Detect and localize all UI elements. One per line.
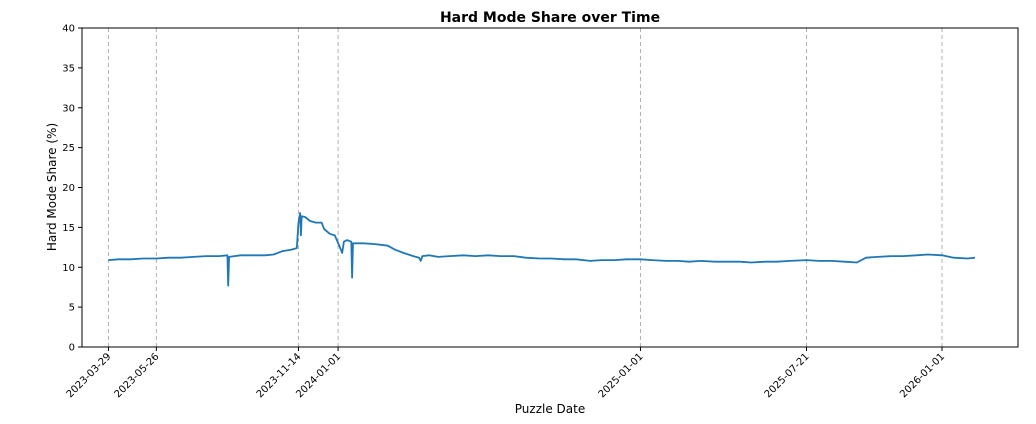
y-tick-label: 25 (62, 143, 75, 154)
plot-area (108, 212, 976, 287)
grid-lines (107, 28, 943, 347)
y-tick-label: 10 (62, 263, 75, 274)
x-tick-label: 2025-01-01 (597, 351, 646, 400)
x-tick-label: 2023-03-29 (65, 351, 114, 400)
y-tick-label: 40 (62, 24, 75, 35)
y-tick-label: 30 (62, 103, 75, 114)
series-line (108, 212, 976, 287)
y-axis: 0 5 10 15 20 25 30 35 40 (62, 24, 82, 354)
y-tick-label: 35 (62, 63, 75, 74)
chart-title: Hard Mode Share over Time (440, 10, 660, 26)
plot-frame (81, 27, 1019, 348)
x-axis: 2023-03-29 2023-05-26 2023-11-142024-01-01… (65, 347, 947, 400)
x-tick-label: 2026-01-01 (898, 351, 947, 400)
x-tick-label: 2025-07-21 (763, 351, 812, 400)
y-tick-label: 15 (62, 223, 75, 234)
y-tick-label: 20 (62, 183, 75, 194)
x-axis-label: Puzzle Date (515, 402, 585, 416)
y-axis-label: Hard Mode Share (%) (45, 123, 59, 251)
y-tick-label: 0 (69, 343, 75, 354)
x-tick-label: 2023-05-26 (113, 351, 162, 400)
y-tick-label: 5 (69, 303, 75, 314)
